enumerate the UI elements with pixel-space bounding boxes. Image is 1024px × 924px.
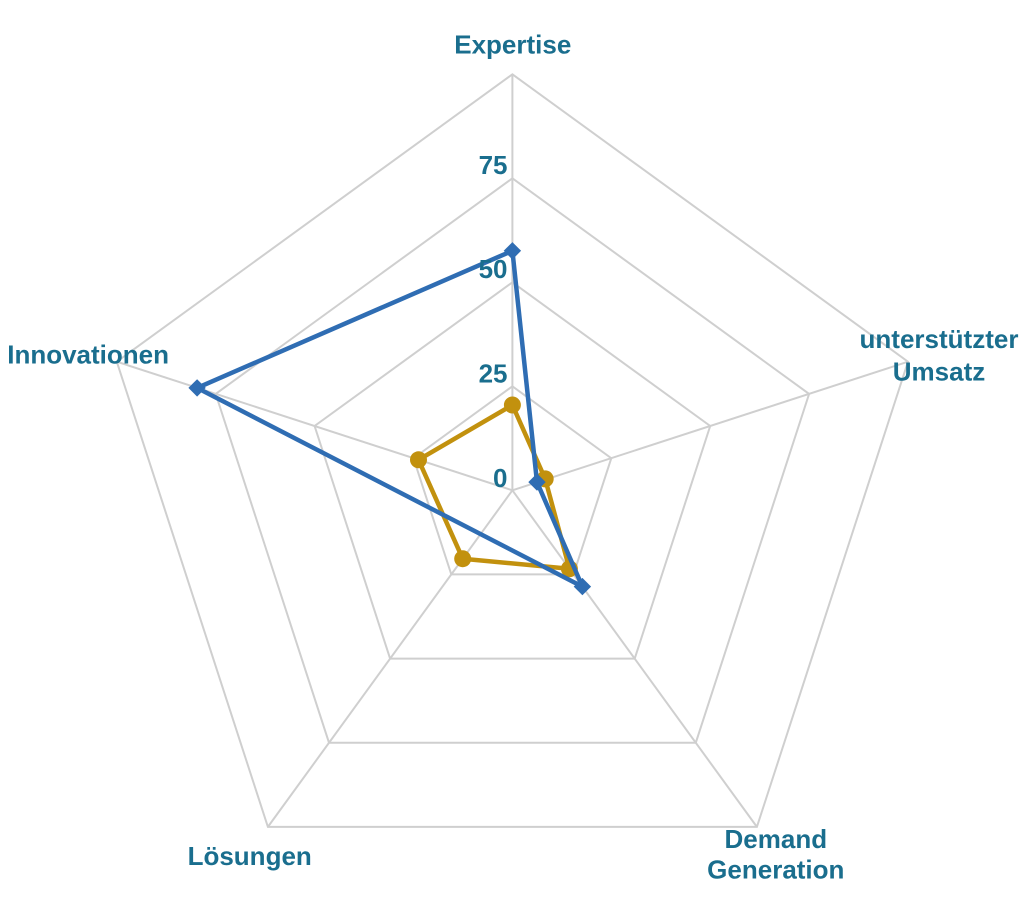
svg-text:75: 75 bbox=[479, 150, 508, 180]
svg-text:Innovationen: Innovationen bbox=[7, 339, 169, 369]
svg-text:50: 50 bbox=[479, 254, 508, 284]
svg-text:Umsatz: Umsatz bbox=[893, 357, 985, 387]
svg-text:Expertise: Expertise bbox=[454, 30, 571, 60]
svg-text:25: 25 bbox=[479, 358, 508, 388]
svg-text:0: 0 bbox=[493, 463, 507, 493]
svg-text:Lösungen: Lösungen bbox=[188, 841, 312, 871]
svg-text:unterstützter: unterstützter bbox=[860, 324, 1019, 354]
svg-text:Demand: Demand bbox=[725, 824, 828, 854]
svg-text:Generation: Generation bbox=[707, 855, 844, 885]
